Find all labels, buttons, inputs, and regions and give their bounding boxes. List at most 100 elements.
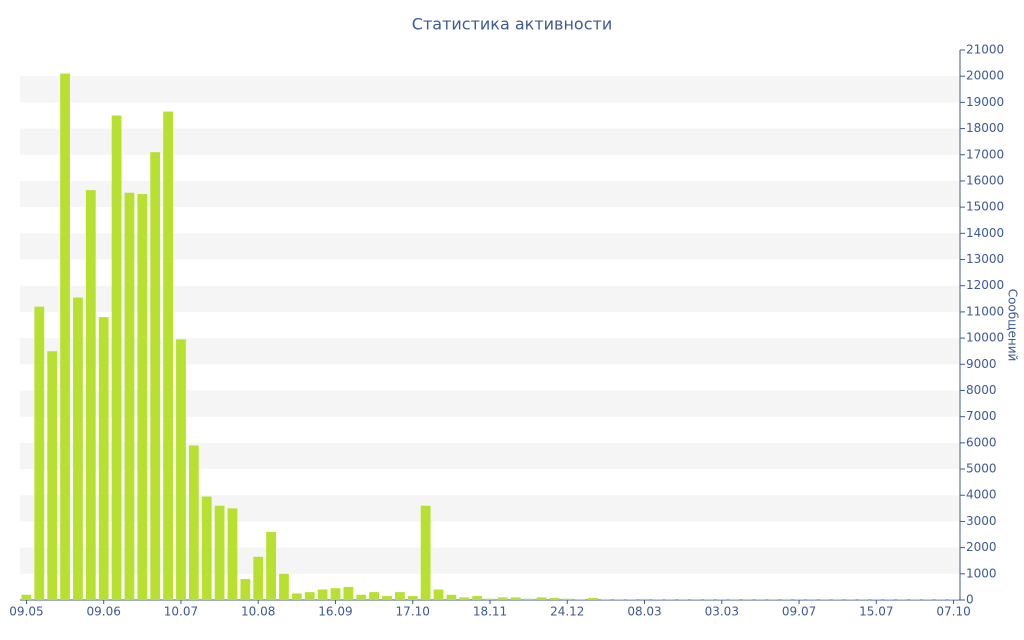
bar (704, 599, 714, 600)
bar (279, 573, 289, 600)
bar (562, 598, 573, 600)
bar (652, 599, 663, 600)
grid-band (20, 76, 960, 103)
bar (832, 599, 843, 600)
bar (459, 597, 470, 600)
bar (807, 599, 817, 600)
x-tick-label: 09.06 (87, 605, 121, 619)
y-tick-label: 2000 (966, 540, 997, 554)
bar (948, 599, 959, 600)
bar (472, 596, 483, 600)
x-tick-label: 24.12 (550, 605, 584, 619)
bar (871, 599, 882, 600)
bar (845, 599, 856, 600)
x-tick-label: 07.10 (936, 605, 970, 619)
y-tick-label: 19000 (966, 95, 1004, 109)
bar (433, 589, 444, 600)
bar (575, 599, 586, 600)
y-tick-label: 13000 (966, 252, 1004, 266)
y-tick-label: 14000 (966, 226, 1004, 240)
bar (678, 599, 689, 600)
x-tick-label: 18.11 (473, 605, 507, 619)
y-tick-label: 8000 (966, 383, 997, 397)
x-tick-label: 09.05 (9, 605, 43, 619)
bar (124, 192, 135, 600)
bar (214, 505, 225, 600)
bar (291, 593, 302, 600)
bar (73, 297, 83, 600)
y-tick-label: 10000 (966, 331, 1004, 345)
bar (729, 599, 740, 600)
bar (819, 599, 830, 600)
x-tick-label: 08.03 (627, 605, 661, 619)
bar (742, 599, 753, 600)
y-tick-label: 12000 (966, 278, 1004, 292)
bar (600, 599, 611, 600)
y-tick-label: 16000 (966, 173, 1004, 187)
bar (382, 596, 392, 600)
y-tick-label: 17000 (966, 147, 1004, 161)
bar (188, 445, 199, 600)
y-tick-label: 4000 (966, 488, 997, 502)
bar (111, 115, 122, 600)
chart-title: Статистика активности (412, 15, 612, 34)
bar (884, 599, 895, 600)
bar (858, 599, 869, 600)
bar (485, 598, 495, 600)
y-tick-label: 3000 (966, 514, 997, 528)
bar (613, 599, 624, 600)
bar (317, 589, 328, 600)
bar (21, 594, 32, 600)
grid-band (20, 495, 960, 522)
bar (691, 599, 701, 600)
x-tick-label: 17.10 (396, 605, 430, 619)
bar (922, 599, 933, 600)
x-tick-label: 10.07 (164, 605, 198, 619)
bar (150, 152, 161, 600)
bar (446, 594, 457, 600)
bar (665, 599, 676, 600)
bar (523, 598, 534, 600)
bar (420, 505, 431, 600)
bar (163, 111, 173, 601)
x-tick-label: 16.09 (318, 605, 352, 619)
y-tick-label: 7000 (966, 409, 997, 423)
y-tick-label: 18000 (966, 121, 1004, 135)
x-tick-label: 15.07 (859, 605, 893, 619)
grid-band (20, 547, 960, 574)
y-tick-label: 20000 (966, 69, 1004, 83)
bar (910, 599, 920, 600)
bar (536, 597, 547, 600)
bar (85, 190, 96, 600)
bar (343, 586, 354, 600)
bar (897, 599, 907, 600)
grid-band (20, 442, 960, 470)
x-tick-label: 09.07 (782, 605, 816, 619)
bar (98, 317, 109, 600)
x-tick-label: 10.08 (241, 605, 275, 619)
bar (497, 597, 508, 600)
grid-band (20, 338, 960, 365)
bar (755, 599, 766, 600)
bar (227, 508, 238, 600)
bar (626, 599, 637, 600)
y-tick-label: 5000 (966, 462, 997, 476)
bar (394, 592, 405, 600)
bar (510, 597, 521, 600)
bar (768, 599, 779, 600)
y-tick-label: 15000 (966, 200, 1004, 214)
bar (47, 351, 58, 600)
bar (330, 588, 341, 600)
bar (253, 556, 264, 600)
bar (34, 306, 45, 600)
bar (304, 592, 315, 600)
bar (935, 599, 946, 600)
y-tick-label: 1000 (966, 566, 997, 580)
bar (60, 73, 70, 601)
y-tick-label: 11000 (966, 304, 1004, 318)
y-tick-label: 0 (966, 593, 974, 607)
bar (369, 592, 380, 600)
bar (639, 598, 650, 600)
bar (794, 599, 804, 600)
